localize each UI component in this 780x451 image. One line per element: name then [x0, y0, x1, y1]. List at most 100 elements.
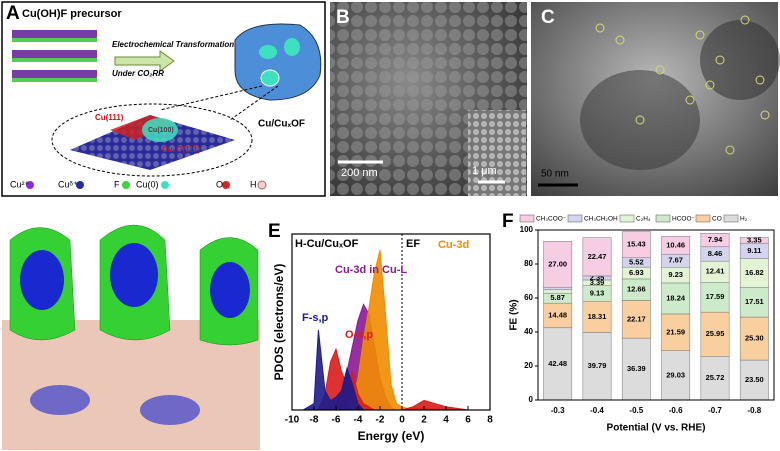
value-label: 29.03 — [666, 370, 685, 379]
legend-label: Cuᵟ⁺ — [58, 179, 78, 189]
y-tick-label: 0 — [529, 395, 534, 404]
value-label: 18.31 — [588, 312, 607, 321]
value-label: 9.13 — [590, 288, 605, 297]
bar-segment — [700, 282, 730, 313]
facet-label: Cu₂O(111) — [162, 145, 201, 154]
x-tick-label: -4 — [354, 415, 363, 426]
bar-segment — [621, 300, 651, 339]
value-label: 10.46 — [666, 240, 685, 249]
x-tick-label: -0.5 — [629, 406, 643, 415]
bar-segment — [700, 233, 730, 248]
bar-segment — [543, 327, 573, 401]
bar-segment — [543, 241, 573, 288]
value-label: 39.79 — [588, 361, 607, 370]
series-label: Cu-3d — [438, 239, 469, 251]
legend-swatch — [567, 214, 583, 223]
panel-label: D — [8, 219, 22, 240]
zoom-outline — [51, 103, 253, 177]
x-tick-label: 0 — [399, 415, 405, 426]
y-tick-label: 100 — [520, 225, 534, 234]
legend-label: CH₃COO⁻ — [536, 216, 567, 223]
x-tick-label: -0.8 — [747, 406, 761, 415]
legend-label: HCOO⁻ — [672, 216, 696, 223]
value-label: 25.72 — [706, 373, 725, 382]
panel-d: D — [2, 214, 260, 450]
legend-label: O — [216, 179, 223, 189]
bar-segment — [621, 231, 651, 259]
bar-segment — [661, 282, 691, 315]
y-tick-label: 20 — [524, 361, 533, 370]
legend-swatch — [655, 214, 671, 223]
value-label: 6.93 — [629, 268, 644, 277]
panel-label: F — [502, 211, 514, 232]
value-label: 2.35 — [590, 273, 605, 282]
bar-segment — [739, 316, 769, 361]
arrow-label: Electrochemical Transformation — [112, 40, 234, 49]
x-tick-label: 6 — [465, 415, 471, 426]
value-label: 5.87 — [550, 293, 565, 302]
x-axis-label: Energy (eV) — [358, 429, 425, 443]
legend-label: Cu(0) — [136, 179, 159, 189]
value-label: 22.47 — [588, 252, 607, 261]
bar-segment — [582, 237, 612, 277]
value-label: 17.51 — [745, 297, 764, 306]
legend-swatch — [695, 214, 711, 223]
bar-segment — [700, 311, 730, 357]
x-tick-label: -0.7 — [708, 406, 722, 415]
legend-swatch — [723, 214, 739, 223]
value-label: 12.41 — [706, 267, 725, 276]
value-label: 9.23 — [668, 270, 683, 279]
bar-segment — [739, 237, 769, 244]
panel-label: E — [268, 221, 281, 242]
plot-frame — [537, 229, 775, 401]
legend-label: Cu²⁺ — [10, 179, 30, 189]
value-label: 17.59 — [706, 292, 725, 301]
value-label: 21.59 — [666, 327, 685, 336]
bar-segment — [543, 302, 573, 329]
value-label: 18.24 — [666, 293, 686, 302]
value-label: 5.52 — [629, 257, 644, 266]
legend-label: F — [114, 179, 120, 189]
bar-segment — [582, 332, 612, 401]
x-tick-label: -0.4 — [590, 406, 604, 415]
bar-segment — [739, 287, 769, 318]
value-label: 12.66 — [627, 285, 646, 294]
x-tick-label: -10 — [285, 415, 300, 426]
x-tick-label: -6 — [332, 415, 341, 426]
value-label: 27.00 — [548, 259, 567, 268]
bar-segment — [543, 289, 573, 294]
precursor-crystal — [12, 30, 97, 82]
panel-label: A — [6, 3, 20, 24]
bar-segment — [543, 286, 573, 291]
value-label: 9.11 — [747, 246, 761, 255]
panel-b: B 200 nm 1 μm — [330, 2, 527, 196]
value-label: 25.95 — [706, 329, 725, 338]
legend-label: CH₃CH₂OH — [584, 216, 618, 223]
facet-label: Cu(100) — [148, 127, 174, 134]
scale-bar-label: 50 nm — [541, 169, 569, 180]
value-label: 8.46 — [708, 249, 723, 258]
series-label: Cu-3d in Cu-L — [335, 264, 407, 276]
scale-bar-label: 1 μm — [472, 165, 497, 177]
product-label: Cu/CuₓOF — [258, 119, 305, 130]
value-label: 3.35 — [747, 235, 762, 244]
y-tick-label: 40 — [524, 327, 533, 336]
x-tick-label: 4 — [443, 415, 449, 426]
arrow — [114, 50, 175, 72]
x-tick-label: 2 — [421, 415, 427, 426]
product-particle — [234, 23, 322, 101]
precursor-title: Cu(OH)F precursor — [22, 8, 122, 20]
bar-segment — [739, 359, 769, 401]
value-label: 22.17 — [627, 314, 646, 323]
y-axis-label: PDOS (electrons/eV) — [272, 264, 286, 381]
value-label: 7.67 — [668, 256, 683, 265]
value-label: 36.39 — [627, 364, 646, 373]
legend-swatch — [519, 214, 535, 223]
series-label: O-s,p — [345, 329, 373, 341]
x-tick-label: -0.6 — [669, 406, 683, 415]
bar-segment — [582, 300, 612, 333]
panel-label: C — [541, 7, 555, 28]
x-tick-label: -0.3 — [551, 406, 565, 415]
y-tick-label: 60 — [524, 293, 533, 302]
